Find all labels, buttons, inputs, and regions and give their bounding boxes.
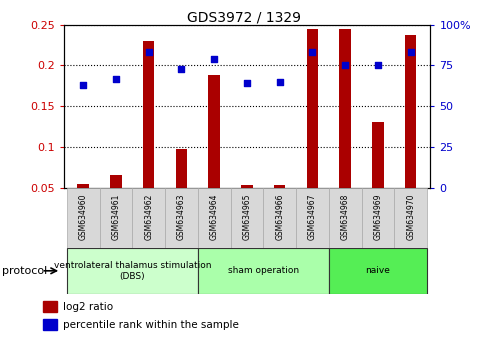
Text: GSM634961: GSM634961 <box>111 193 120 240</box>
Text: ventrolateral thalamus stimulation
(DBS): ventrolateral thalamus stimulation (DBS) <box>54 261 211 280</box>
Text: naive: naive <box>365 266 389 275</box>
Bar <box>404 35 416 188</box>
Bar <box>100 188 132 248</box>
Bar <box>142 41 154 188</box>
Point <box>275 79 283 85</box>
Bar <box>263 188 295 248</box>
Point <box>243 81 250 86</box>
Bar <box>241 185 252 188</box>
Bar <box>339 29 350 188</box>
Text: GSM634960: GSM634960 <box>79 193 87 240</box>
Point <box>373 63 381 68</box>
Text: GSM634963: GSM634963 <box>177 193 185 240</box>
Bar <box>67 248 198 294</box>
Bar <box>328 188 361 248</box>
Point <box>406 50 414 55</box>
Bar <box>371 122 383 188</box>
Bar <box>208 75 220 188</box>
Text: GDS3972 / 1329: GDS3972 / 1329 <box>187 11 301 25</box>
Text: GSM634964: GSM634964 <box>209 193 218 240</box>
Bar <box>67 188 100 248</box>
Bar <box>110 176 122 188</box>
Bar <box>306 29 318 188</box>
Text: GSM634970: GSM634970 <box>406 193 414 240</box>
Text: GSM634969: GSM634969 <box>373 193 382 240</box>
Bar <box>77 183 89 188</box>
Point <box>144 50 152 55</box>
Point <box>177 66 185 72</box>
Bar <box>393 188 426 248</box>
Bar <box>43 319 57 330</box>
Point <box>341 63 348 68</box>
Bar <box>295 188 328 248</box>
Text: GSM634967: GSM634967 <box>307 193 316 240</box>
Bar <box>165 188 198 248</box>
Bar <box>361 188 393 248</box>
Bar <box>273 185 285 188</box>
Text: GSM634968: GSM634968 <box>340 193 349 240</box>
Text: log2 ratio: log2 ratio <box>62 302 113 312</box>
Point <box>210 56 218 62</box>
Text: GSM634962: GSM634962 <box>144 193 153 240</box>
Text: sham operation: sham operation <box>227 266 298 275</box>
Bar <box>198 248 328 294</box>
Bar <box>198 188 230 248</box>
Bar <box>132 188 165 248</box>
Text: GSM634965: GSM634965 <box>242 193 251 240</box>
Point <box>308 50 316 55</box>
Text: GSM634966: GSM634966 <box>275 193 284 240</box>
Text: percentile rank within the sample: percentile rank within the sample <box>62 320 238 330</box>
Point <box>79 82 87 88</box>
Point <box>112 76 120 81</box>
Bar <box>328 248 426 294</box>
Text: protocol: protocol <box>2 266 48 276</box>
Bar <box>230 188 263 248</box>
Bar <box>43 301 57 312</box>
Bar <box>175 149 187 188</box>
